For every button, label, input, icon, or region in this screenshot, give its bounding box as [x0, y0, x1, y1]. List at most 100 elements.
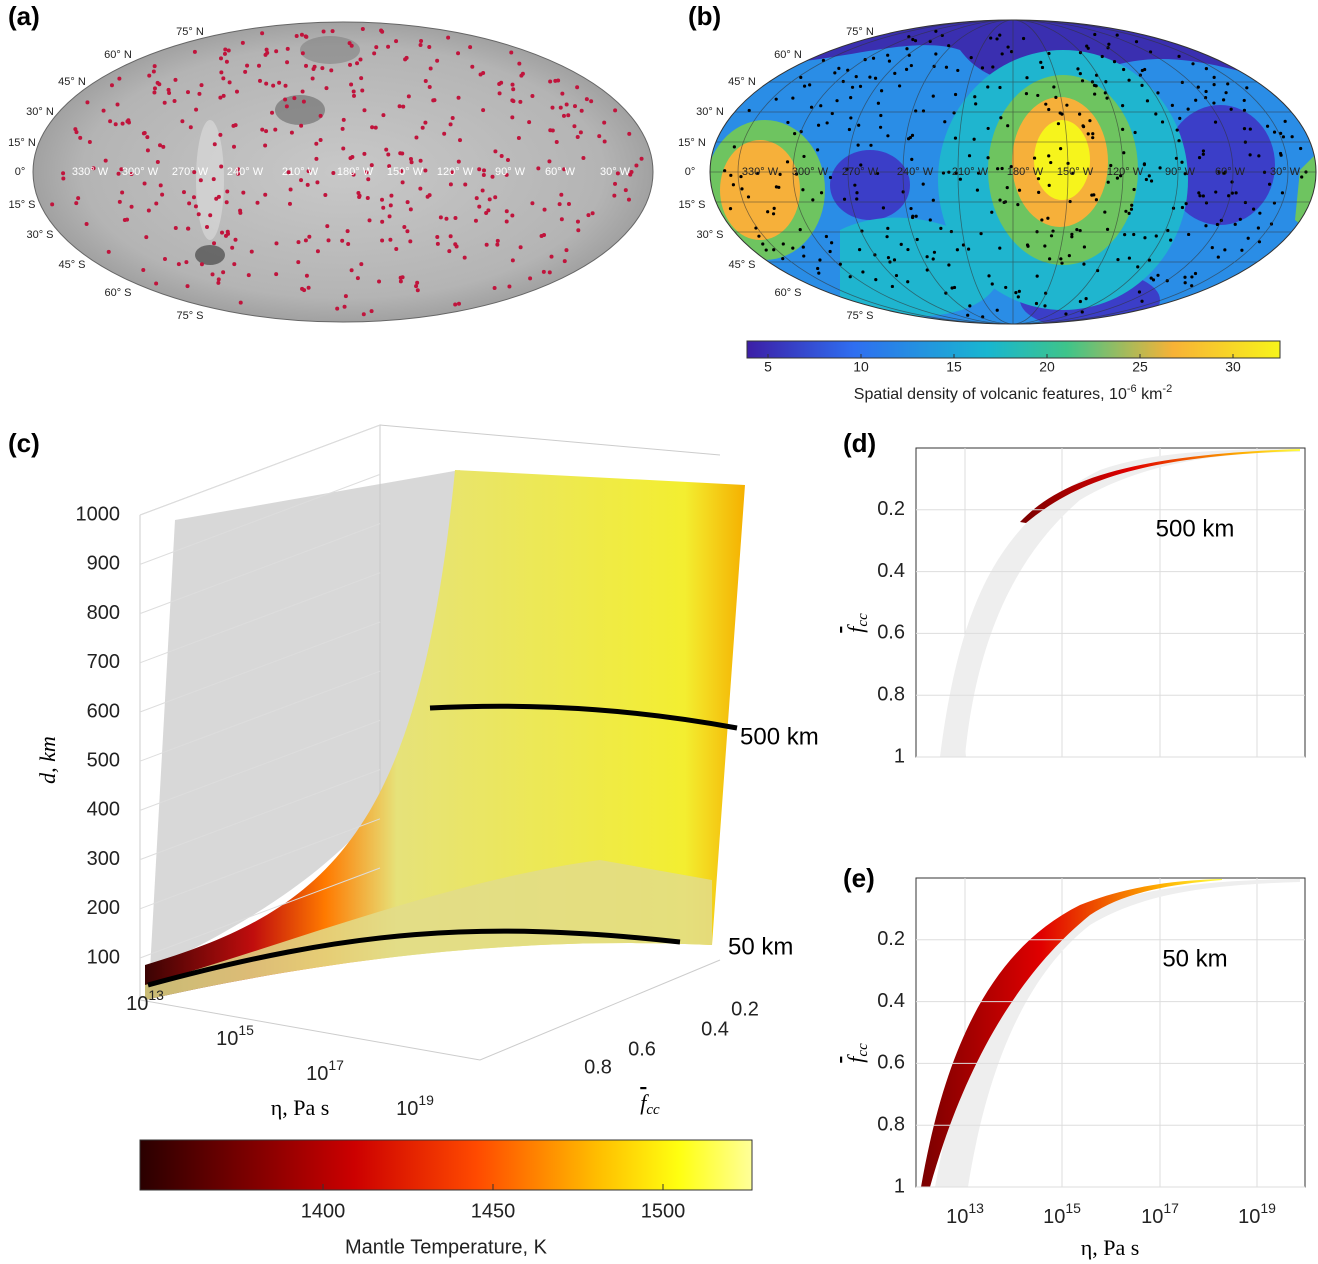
feature-dot	[1183, 172, 1187, 176]
grid-line	[139, 621, 381, 713]
depth-tick-label: 0.8	[584, 1056, 612, 1078]
feature-dot	[221, 76, 226, 81]
tick-exponent: 15	[1065, 1200, 1081, 1216]
grid-line	[139, 473, 381, 565]
feature-dot	[518, 245, 523, 250]
latitude-label: 15° S	[8, 199, 35, 211]
feature-dot	[435, 58, 440, 63]
feature-dot	[61, 176, 66, 181]
feature-dot	[1204, 224, 1208, 228]
feature-dot	[1133, 130, 1137, 135]
feature-dot	[212, 241, 217, 246]
feature-dot	[1214, 190, 1218, 194]
feature-dot	[853, 183, 857, 187]
feature-dot	[886, 53, 890, 57]
feature-dot	[1122, 151, 1126, 155]
y-tick-label: 200	[87, 897, 120, 919]
grid-line	[139, 867, 381, 959]
label-part: -2	[1162, 383, 1172, 395]
feature-dot	[1248, 153, 1252, 157]
feature-dot	[824, 234, 829, 239]
longitude-label: 120° W	[437, 166, 474, 178]
feature-dot	[1124, 209, 1128, 213]
feature-dot	[109, 83, 114, 88]
feature-dot	[615, 171, 620, 176]
feature-dot	[887, 59, 892, 63]
feature-dot	[374, 45, 379, 50]
feature-dot	[973, 95, 977, 99]
feature-dot	[1175, 128, 1179, 132]
feature-dot	[493, 149, 498, 154]
symbol: f	[843, 624, 868, 633]
grid-line	[139, 719, 381, 811]
feature-dot	[786, 120, 790, 125]
feature-dot	[387, 214, 392, 219]
feature-dot	[224, 59, 229, 64]
feature-dot	[197, 91, 202, 96]
feature-dot	[234, 89, 239, 94]
feature-dot	[117, 199, 122, 204]
feature-dot	[931, 198, 935, 202]
feature-dot	[1134, 40, 1139, 44]
feature-dot	[1145, 99, 1150, 103]
panel-label: (e)	[843, 863, 875, 893]
colorbar-tick-label: 10	[853, 359, 869, 375]
feature-dot	[1075, 227, 1079, 232]
feature-dot	[1059, 257, 1063, 261]
y-tick-label: 0.2	[877, 498, 905, 520]
feature-dot	[1088, 119, 1092, 123]
colorbar-tick-label: 1500	[641, 1200, 686, 1222]
feature-dot	[1000, 52, 1004, 56]
feature-dot	[398, 151, 403, 156]
feature-dot	[833, 71, 837, 75]
feature-dot	[1190, 275, 1194, 279]
feature-dot	[191, 195, 196, 200]
feature-dot	[995, 308, 999, 312]
latitude-label: 30° S	[696, 229, 723, 241]
feature-dot	[348, 156, 353, 161]
feature-dot	[811, 198, 815, 202]
feature-dot	[241, 190, 246, 195]
latitude-label: 45° N	[58, 76, 86, 88]
feature-dot	[1086, 132, 1090, 136]
feature-dot	[731, 183, 736, 187]
feature-dot	[370, 125, 375, 130]
feature-dot	[764, 248, 768, 252]
feature-dot	[387, 164, 392, 169]
feature-dot	[1224, 91, 1228, 95]
feature-dot	[1059, 147, 1063, 151]
feature-dot	[493, 195, 498, 200]
feature-dot	[1016, 295, 1020, 299]
feature-dot	[418, 158, 423, 163]
feature-dot	[435, 241, 440, 246]
feature-dot	[549, 254, 554, 259]
feature-dot	[842, 197, 847, 201]
feature-dot	[389, 193, 394, 198]
feature-dot	[352, 93, 357, 98]
feature-dot	[623, 188, 628, 193]
feature-dot	[1193, 271, 1198, 276]
feature-dot	[530, 94, 535, 99]
feature-dot	[1039, 60, 1043, 64]
feature-dot	[817, 271, 821, 275]
panel-label: (b)	[688, 1, 721, 31]
feature-dot	[947, 44, 951, 48]
feature-dot	[986, 126, 990, 131]
feature-dot	[1281, 135, 1285, 139]
tick-base: 10	[306, 1063, 328, 1085]
feature-dot	[184, 260, 189, 265]
feature-dot	[453, 215, 458, 220]
feature-dot	[420, 125, 425, 130]
feature-dot	[1156, 273, 1160, 277]
feature-dot	[230, 245, 235, 250]
solution-band	[921, 879, 1222, 1187]
feature-dot	[858, 84, 863, 89]
feature-dot	[76, 196, 81, 201]
y-axis-label: d, km	[35, 736, 60, 784]
feature-dot	[456, 301, 461, 306]
feature-dot	[264, 47, 269, 52]
latitude-label: 15° S	[678, 199, 705, 211]
feature-dot	[115, 102, 120, 107]
feature-dot	[214, 196, 219, 201]
feature-dot	[142, 130, 147, 135]
